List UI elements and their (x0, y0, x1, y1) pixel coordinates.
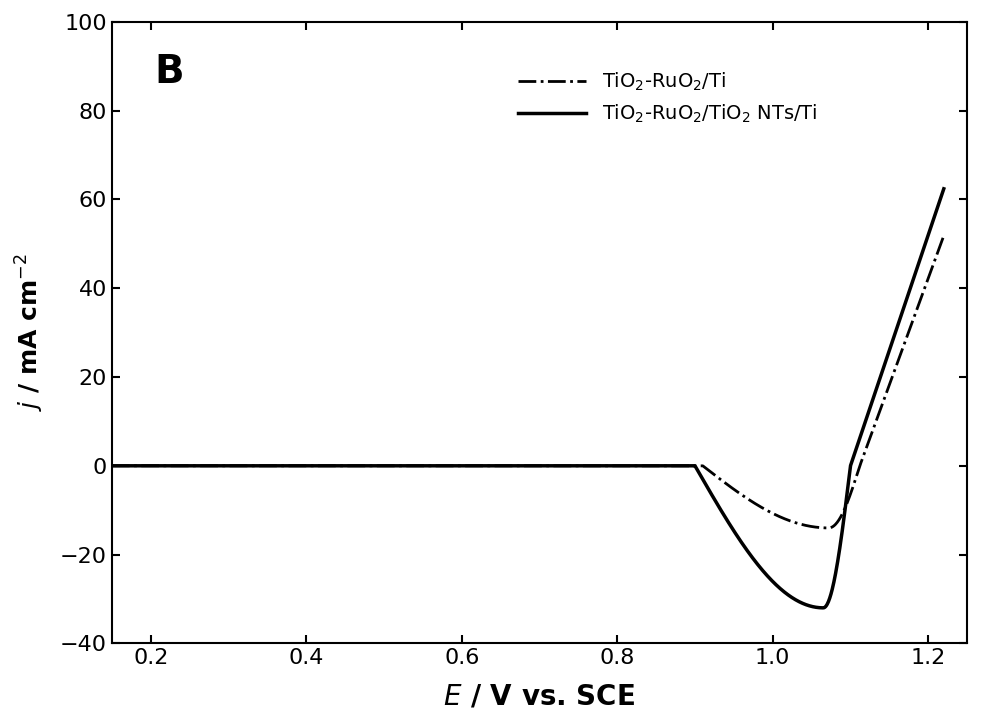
TiO₂-RuO₂/Ti (761, 506, 773, 515)
TiO₂-RuO₂/Ti (148, 461, 160, 470)
TiO₂-RuO₂/TiO₂ NTs/Ti (106, 461, 118, 470)
TiO₂-RuO₂/Ti (510, 461, 522, 470)
X-axis label: $E$ / V vs. SCE: $E$ / V vs. SCE (443, 682, 636, 710)
TiO₂-RuO₂/TiO₂ NTs/Ti (489, 461, 500, 470)
Line: TiO₂-RuO₂/TiO₂ NTs/Ti: TiO₂-RuO₂/TiO₂ NTs/Ti (112, 189, 944, 608)
TiO₂-RuO₂/TiO₂ NTs/Ti (913, 256, 925, 265)
TiO₂-RuO₂/Ti (914, 296, 926, 305)
TiO₂-RuO₂/TiO₂ NTs/Ti (761, 571, 773, 580)
TiO₂-RuO₂/Ti (938, 232, 950, 240)
TiO₂-RuO₂/TiO₂ NTs/Ti (914, 255, 926, 264)
TiO₂-RuO₂/TiO₂ NTs/Ti (817, 604, 829, 613)
TiO₂-RuO₂/Ti (823, 523, 835, 532)
TiO₂-RuO₂/Ti (106, 461, 118, 470)
TiO₂-RuO₂/TiO₂ NTs/Ti (148, 461, 160, 470)
TiO₂-RuO₂/TiO₂ NTs/Ti (510, 461, 522, 470)
Y-axis label: $j$ / mA cm$^{-2}$: $j$ / mA cm$^{-2}$ (14, 254, 46, 411)
Text: B: B (155, 53, 184, 91)
TiO₂-RuO₂/TiO₂ NTs/Ti (938, 185, 950, 193)
TiO₂-RuO₂/Ti (489, 461, 500, 470)
Line: TiO₂-RuO₂/Ti: TiO₂-RuO₂/Ti (112, 236, 944, 528)
TiO₂-RuO₂/Ti (913, 298, 925, 306)
Legend: TiO$_2$-RuO$_2$/Ti, TiO$_2$-RuO$_2$/TiO$_2$ NTs/Ti: TiO$_2$-RuO$_2$/Ti, TiO$_2$-RuO$_2$/TiO$… (510, 63, 825, 132)
